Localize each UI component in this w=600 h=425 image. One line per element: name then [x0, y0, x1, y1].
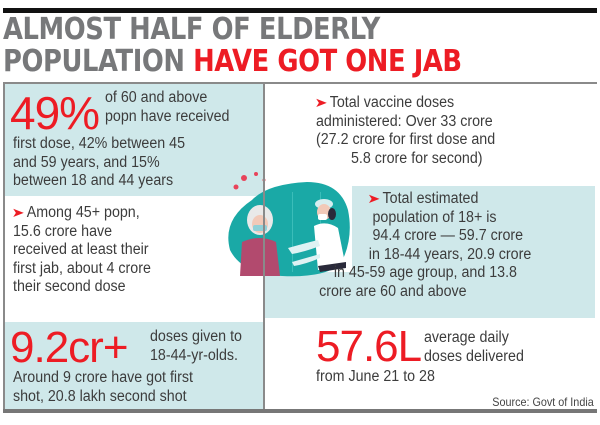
red-arrow-bullet-icon: ➤ [367, 191, 381, 206]
bottom-rule [3, 409, 597, 413]
stat-9-2-crore-caption: doses given to 18-44-yr-olds. [150, 328, 242, 364]
top-rule [3, 8, 597, 13]
headline-line-2-red: HAVE GOT ONE JAB [193, 44, 462, 79]
headline-line-1: ALMOST HALF OF ELDERLY [3, 12, 380, 47]
stat-49-percent-caption: of 60 and above popn have received [105, 89, 230, 125]
red-arrow-bullet-icon: ➤ [11, 205, 25, 220]
fact-among-45-plus: ➤ Among 45+ popn, 15.6 crore have receive… [11, 204, 151, 295]
headline: ALMOST HALF OF ELDERLY POPULATION HAVE G… [3, 14, 462, 78]
stat-49-percent-detail: first dose, 42% between 45 and 59 years,… [13, 135, 186, 189]
headline-line-2-gray: POPULATION [3, 44, 194, 79]
stat-57-6-lakh-caption: average daily doses delivered [424, 329, 524, 365]
source-credit: Source: Govt of India [492, 395, 594, 409]
stat-57-6-lakh-detail: from June 21 to 28 [316, 368, 435, 385]
stat-9-2-crore: 9.2cr+ [10, 323, 129, 372]
header-divider [3, 82, 597, 84]
vaccination-illustration-icon [228, 172, 350, 277]
panel-population-estimate-ext [265, 272, 365, 318]
fact-total-doses: ➤ Total vaccine doses administered: Over … [314, 94, 496, 167]
stat-9-2-crore-detail: Around 9 crore have got first shot, 20.8… [13, 369, 193, 405]
panel-population-estimate [352, 186, 595, 318]
panel-elderly-first-dose [5, 84, 263, 196]
stat-57-6-lakh: 57.6L [316, 322, 422, 371]
red-arrow-bullet-icon: ➤ [314, 95, 328, 110]
fact-population-estimate: ➤ Total estimated population of 18+ is 94… [319, 190, 532, 300]
left-border [3, 84, 5, 411]
column-divider [263, 84, 265, 411]
panel-young-adults [5, 322, 263, 409]
stat-49-percent: 49% [10, 87, 100, 139]
headline-line-2: POPULATION HAVE GOT ONE JAB [3, 46, 462, 78]
